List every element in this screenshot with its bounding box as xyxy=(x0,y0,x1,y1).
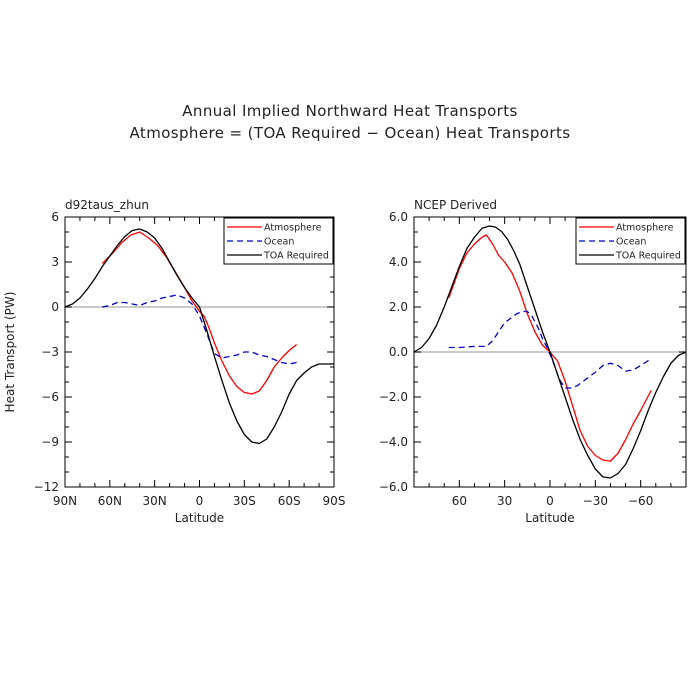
panel-2: 60 30 0 −30 −60 6.0 4.0 2.0 0.0 −2.0 −4.0 −6.0 Latit… xyxy=(379,198,687,525)
panel-label: d92taus_zhun xyxy=(65,198,149,212)
y-axis-label: Heat Transport (PW) xyxy=(3,292,17,413)
y-tick-label: −6 xyxy=(41,390,59,404)
series-line-ocean xyxy=(102,294,297,365)
series-line-toa-required xyxy=(64,228,334,445)
y-tick-label: −6.0 xyxy=(379,480,408,494)
legend-label: Atmosphere xyxy=(264,223,322,234)
legend-label: TOA Required xyxy=(263,251,329,262)
x-tick-label: 0 xyxy=(196,494,204,508)
y-tick-label: 0.0 xyxy=(389,345,408,359)
legend-label: Atmosphere xyxy=(616,223,674,234)
x-tick-label: −60 xyxy=(628,494,653,508)
legend-label: Ocean xyxy=(616,237,646,248)
x-axis-label: Latitude xyxy=(525,511,574,525)
panel-1: 90N 60N 30N 0 30S 60S 90S 6 3 0 −3 −6 −9 −12 Latitude H… xyxy=(3,198,345,525)
chart-title-line-1: Annual Implied Northward Heat Transports xyxy=(182,102,518,120)
x-tick-label: 30N xyxy=(143,494,167,508)
y-tick-label: −3 xyxy=(41,345,59,359)
x-tick-label: 90S xyxy=(323,494,346,508)
y-tick-label: 2.0 xyxy=(389,300,408,314)
series-line-ocean xyxy=(448,310,652,389)
y-tick-label: −9 xyxy=(41,435,59,449)
y-tick-label: 3 xyxy=(51,255,59,269)
x-axis-label: Latitude xyxy=(175,511,224,525)
y-tick-label: −12 xyxy=(34,480,59,494)
y-tick-label: 4.0 xyxy=(389,255,408,269)
legend-label: TOA Required xyxy=(615,251,681,262)
series-line-atmosphere xyxy=(448,234,652,462)
y-tick-label: −2.0 xyxy=(379,390,408,404)
x-tick-label: 90N xyxy=(53,494,77,508)
series-line-atmosphere xyxy=(101,231,298,395)
legend: Atmosphere Ocean TOA Required xyxy=(575,217,686,265)
x-tick-label: 60 xyxy=(452,494,467,508)
x-tick-label: −30 xyxy=(583,494,608,508)
x-tick-label: 30S xyxy=(233,494,256,508)
x-tick-label: 0 xyxy=(546,494,554,508)
legend: Atmosphere Ocean TOA Required xyxy=(223,217,334,265)
y-tick-label: 6 xyxy=(51,210,59,224)
x-tick-label: 60N xyxy=(98,494,122,508)
chart-title-line-2: Atmosphere = (TOA Required − Ocean) Heat… xyxy=(129,124,571,142)
y-tick-label: 0 xyxy=(51,300,59,314)
x-tick-label: 60S xyxy=(278,494,301,508)
panel-label: NCEP Derived xyxy=(414,198,497,212)
x-tick-label: 30 xyxy=(497,494,512,508)
legend-label: Ocean xyxy=(264,237,294,248)
y-tick-label: 6.0 xyxy=(389,210,408,224)
y-tick-label: −4.0 xyxy=(379,435,408,449)
series-line-toa-required xyxy=(413,225,687,479)
